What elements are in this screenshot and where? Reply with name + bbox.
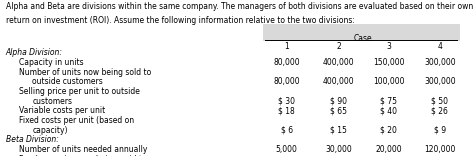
Text: 2: 2 xyxy=(337,42,341,51)
Text: outside customers: outside customers xyxy=(32,77,103,86)
Text: return on investment (ROI). Assume the following information relative to the two: return on investment (ROI). Assume the f… xyxy=(6,16,355,25)
Text: $ 65: $ 65 xyxy=(330,106,347,115)
Text: $ 50: $ 50 xyxy=(431,97,448,106)
FancyBboxPatch shape xyxy=(263,24,460,41)
Text: Alpha and Beta are divisions within the same company. The managers of both divis: Alpha and Beta are divisions within the … xyxy=(6,2,474,11)
Text: Alpha Division:: Alpha Division: xyxy=(6,48,63,57)
Text: $ 75: $ 75 xyxy=(380,97,397,106)
Text: 300,000: 300,000 xyxy=(424,77,456,86)
Text: 4: 4 xyxy=(438,42,442,51)
Text: $ 30: $ 30 xyxy=(278,97,295,106)
Text: 300,000: 300,000 xyxy=(424,58,456,67)
Text: 3: 3 xyxy=(386,42,391,51)
Text: Number of units now being sold to: Number of units now being sold to xyxy=(19,68,151,77)
Text: capacity): capacity) xyxy=(32,126,68,135)
Text: $ 6: $ 6 xyxy=(281,126,293,135)
Text: $ 18: $ 18 xyxy=(278,106,295,115)
Text: Case: Case xyxy=(354,34,373,43)
Text: 30,000: 30,000 xyxy=(326,145,352,154)
Text: 1: 1 xyxy=(284,42,289,51)
Text: Purchase price now being paid to an: Purchase price now being paid to an xyxy=(19,155,159,156)
Text: 100,000: 100,000 xyxy=(373,77,404,86)
Text: $ 15: $ 15 xyxy=(330,126,347,135)
Text: $ 9: $ 9 xyxy=(434,126,446,135)
Text: Number of units needed annually: Number of units needed annually xyxy=(19,145,147,154)
Text: customers: customers xyxy=(32,97,72,106)
Text: Capacity in units: Capacity in units xyxy=(19,58,83,67)
Text: 120,000: 120,000 xyxy=(424,145,456,154)
Text: Variable costs per unit: Variable costs per unit xyxy=(19,106,105,115)
Text: 20,000: 20,000 xyxy=(375,145,402,154)
Text: 400,000: 400,000 xyxy=(323,58,355,67)
Text: $ 90: $ 90 xyxy=(330,97,347,106)
Text: Beta Division:: Beta Division: xyxy=(6,135,59,144)
Text: Fixed costs per unit (based on: Fixed costs per unit (based on xyxy=(19,116,134,125)
Text: $ 20: $ 20 xyxy=(380,126,397,135)
Text: 80,000: 80,000 xyxy=(273,77,300,86)
Text: 400,000: 400,000 xyxy=(323,77,355,86)
Text: 5,000: 5,000 xyxy=(276,145,298,154)
Text: $ 26: $ 26 xyxy=(431,106,448,115)
Text: Selling price per unit to outside: Selling price per unit to outside xyxy=(19,87,140,96)
Text: $ 40: $ 40 xyxy=(380,106,397,115)
Text: 80,000: 80,000 xyxy=(273,58,300,67)
Text: 150,000: 150,000 xyxy=(373,58,404,67)
